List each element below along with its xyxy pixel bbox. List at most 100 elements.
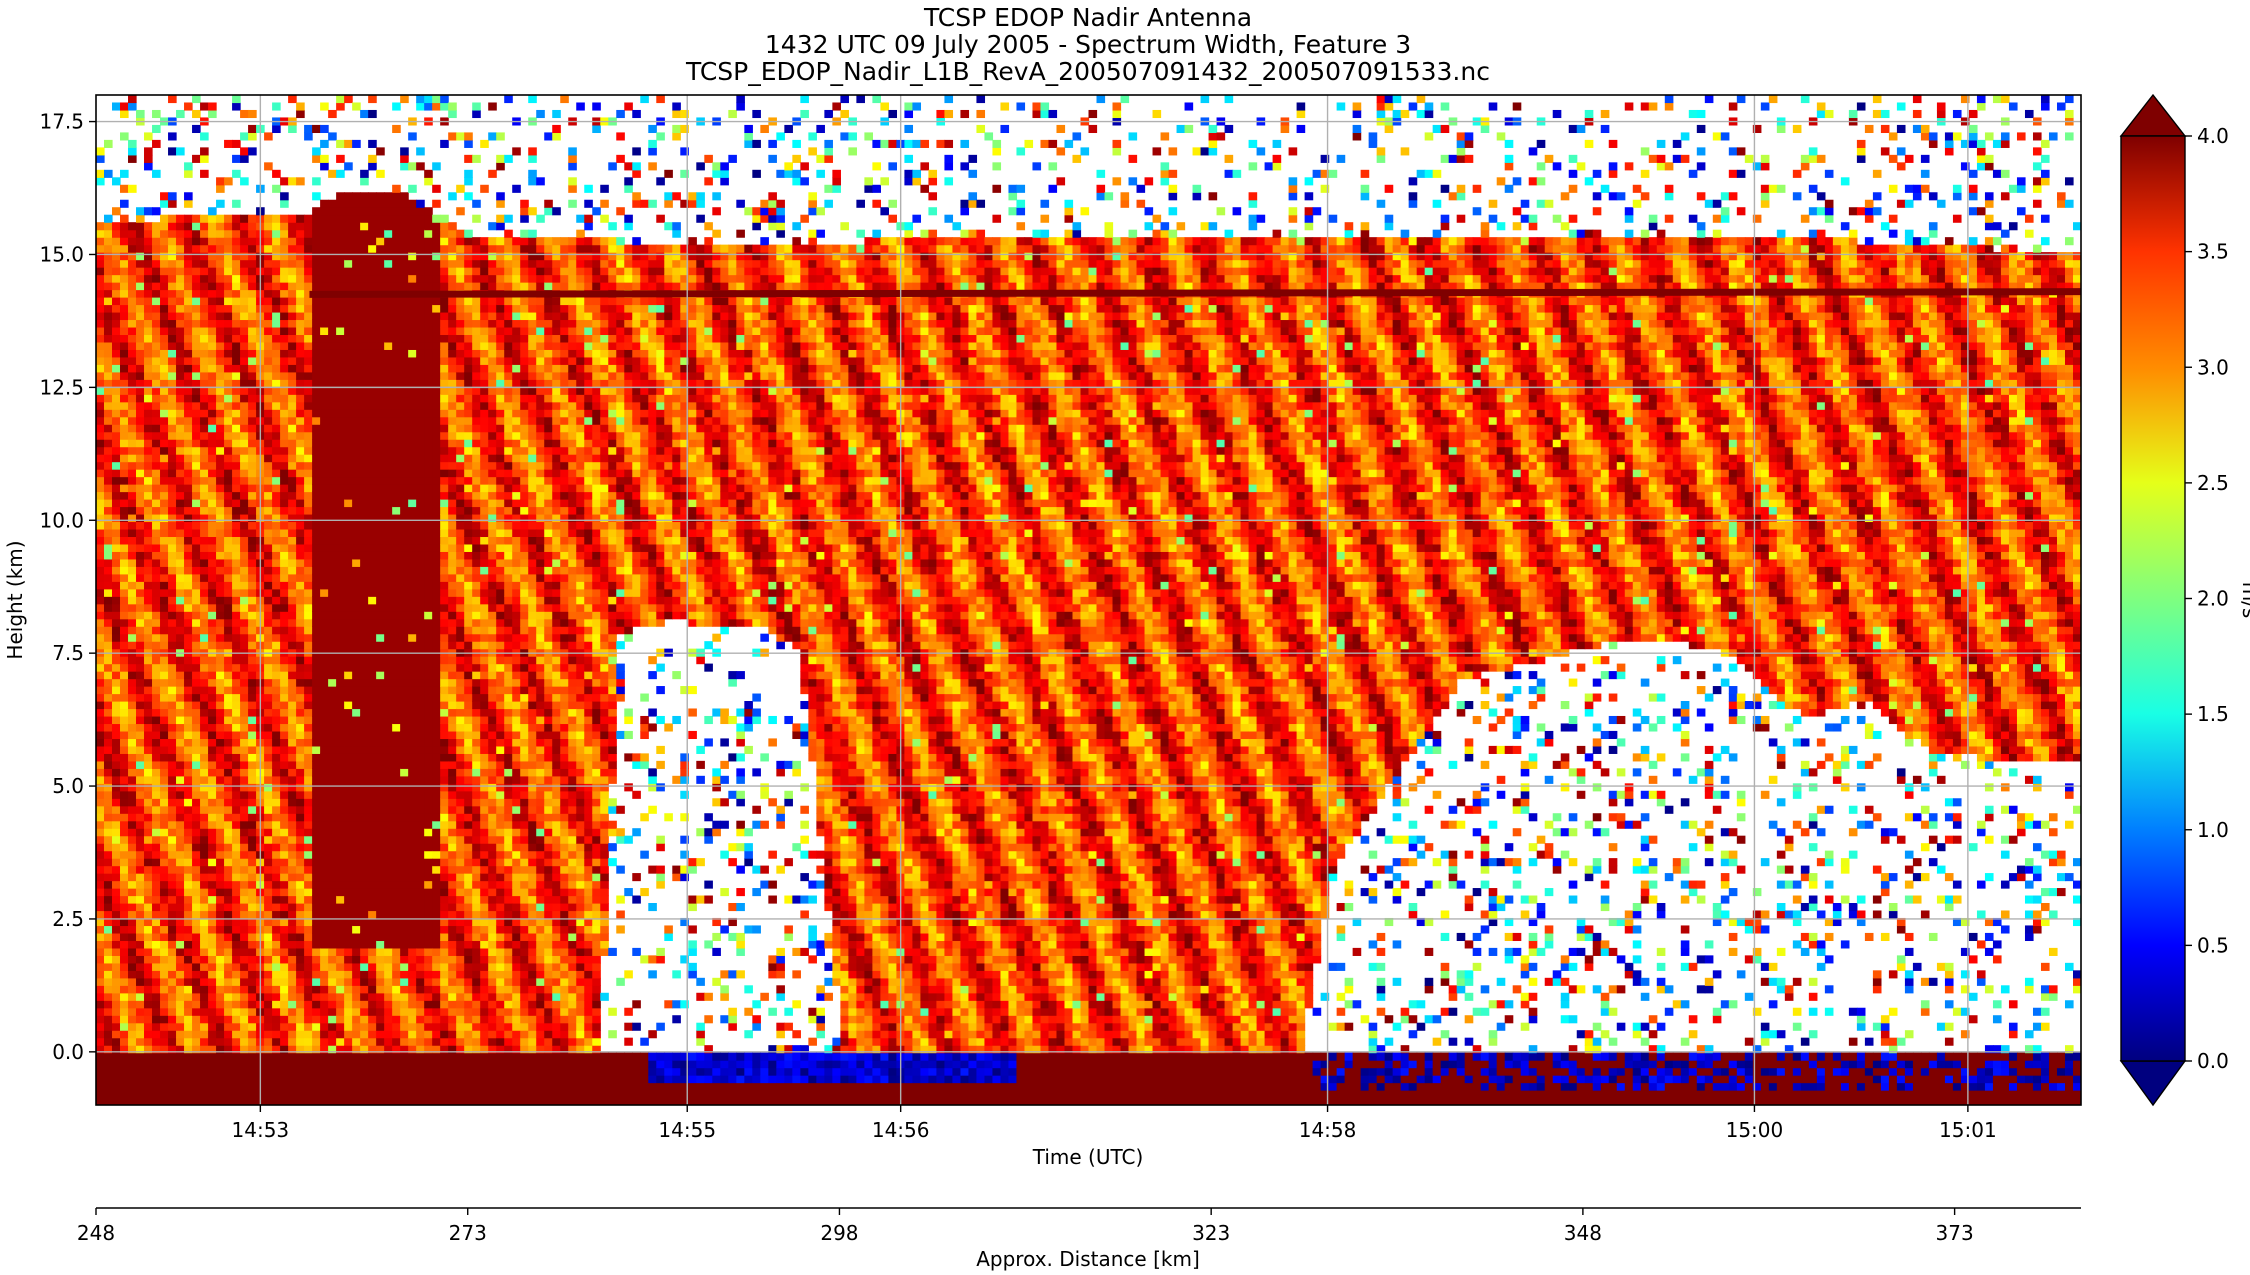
field-cell xyxy=(392,394,401,402)
field-cell xyxy=(272,334,281,342)
field-cell xyxy=(280,671,289,679)
field-cell xyxy=(232,506,241,514)
field-cell xyxy=(216,813,225,821)
field-cell xyxy=(152,304,161,312)
field-cell xyxy=(224,1053,233,1061)
field-cell xyxy=(200,1015,209,1023)
field-cell xyxy=(280,1060,289,1068)
field-cell xyxy=(296,1015,305,1023)
field-cell xyxy=(248,955,257,963)
field-cell xyxy=(216,626,225,634)
field-cell xyxy=(352,304,361,312)
field-cell xyxy=(152,267,161,275)
field-cell xyxy=(280,970,289,978)
field-cell xyxy=(120,1038,129,1046)
field-cell xyxy=(272,948,281,956)
field-cell xyxy=(288,783,297,791)
field-cell xyxy=(224,357,233,365)
field-cell xyxy=(112,207,121,215)
field-cell xyxy=(360,963,369,971)
field-cell xyxy=(128,903,137,911)
field-cell xyxy=(392,439,401,447)
field-cell xyxy=(168,664,177,672)
field-cell xyxy=(96,723,105,731)
field-cell xyxy=(320,349,329,357)
field-cell xyxy=(200,589,209,597)
field-cell xyxy=(128,619,137,627)
field-cell xyxy=(136,738,145,746)
field-cell xyxy=(360,207,369,215)
field-cell xyxy=(384,948,393,956)
field-cell xyxy=(224,1000,233,1008)
field-cell xyxy=(216,394,225,402)
field-cell xyxy=(200,813,209,821)
field-cell xyxy=(232,664,241,672)
field-cell xyxy=(96,342,105,350)
field-cell xyxy=(272,319,281,327)
field-cell xyxy=(184,1030,193,1038)
field-cell xyxy=(224,596,233,604)
field-cell xyxy=(352,574,361,582)
field-cell xyxy=(288,679,297,687)
field-cell xyxy=(328,716,337,724)
field-cell xyxy=(384,664,393,672)
field-cell xyxy=(112,963,121,971)
field-cell xyxy=(200,462,209,470)
field-cell xyxy=(304,275,313,283)
field-cell xyxy=(264,783,273,791)
field-cell xyxy=(312,581,321,589)
field-cell xyxy=(376,192,385,200)
field-cell xyxy=(160,1015,169,1023)
field-cell xyxy=(160,290,169,298)
field-cell xyxy=(144,821,153,829)
field-cell xyxy=(368,394,377,402)
field-cell xyxy=(144,679,153,687)
field-cell xyxy=(152,933,161,941)
field-cell xyxy=(248,304,257,312)
field-cell xyxy=(152,978,161,986)
field-cell xyxy=(384,424,393,432)
field-cell xyxy=(272,566,281,574)
field-cell xyxy=(104,806,113,814)
field-cell xyxy=(360,312,369,320)
field-cell xyxy=(168,694,177,702)
field-cell xyxy=(392,694,401,702)
field-cell xyxy=(176,110,185,118)
field-cell xyxy=(280,656,289,664)
field-cell xyxy=(136,230,145,238)
field-cell xyxy=(304,260,313,268)
field-cell xyxy=(344,828,353,836)
field-cell xyxy=(224,753,233,761)
field-cell xyxy=(224,282,233,290)
field-cell xyxy=(240,566,249,574)
field-cell xyxy=(384,484,393,492)
field-cell xyxy=(96,409,105,417)
field-cell xyxy=(216,589,225,597)
field-cell xyxy=(152,656,161,664)
field-cell xyxy=(120,596,129,604)
field-cell xyxy=(128,738,137,746)
field-cell xyxy=(160,611,169,619)
field-cell xyxy=(232,417,241,425)
field-cell xyxy=(168,402,177,410)
field-cell xyxy=(120,731,129,739)
field-cell xyxy=(408,484,417,492)
field-cell xyxy=(96,746,105,754)
field-cell xyxy=(400,1008,409,1016)
field-cell xyxy=(304,858,313,866)
field-cell xyxy=(304,731,313,739)
field-cell xyxy=(96,147,105,155)
field-cell xyxy=(312,297,321,305)
field-cell xyxy=(384,394,393,402)
field-cell xyxy=(136,1030,145,1038)
field-cell xyxy=(408,589,417,597)
field-cell xyxy=(112,776,121,784)
field-cell xyxy=(368,596,377,604)
field-cell xyxy=(144,402,153,410)
field-cell xyxy=(328,761,337,769)
field-cell xyxy=(376,454,385,462)
field-cell xyxy=(384,447,393,455)
field-cell xyxy=(96,484,105,492)
field-cell xyxy=(200,611,209,619)
field-cell xyxy=(304,776,313,784)
